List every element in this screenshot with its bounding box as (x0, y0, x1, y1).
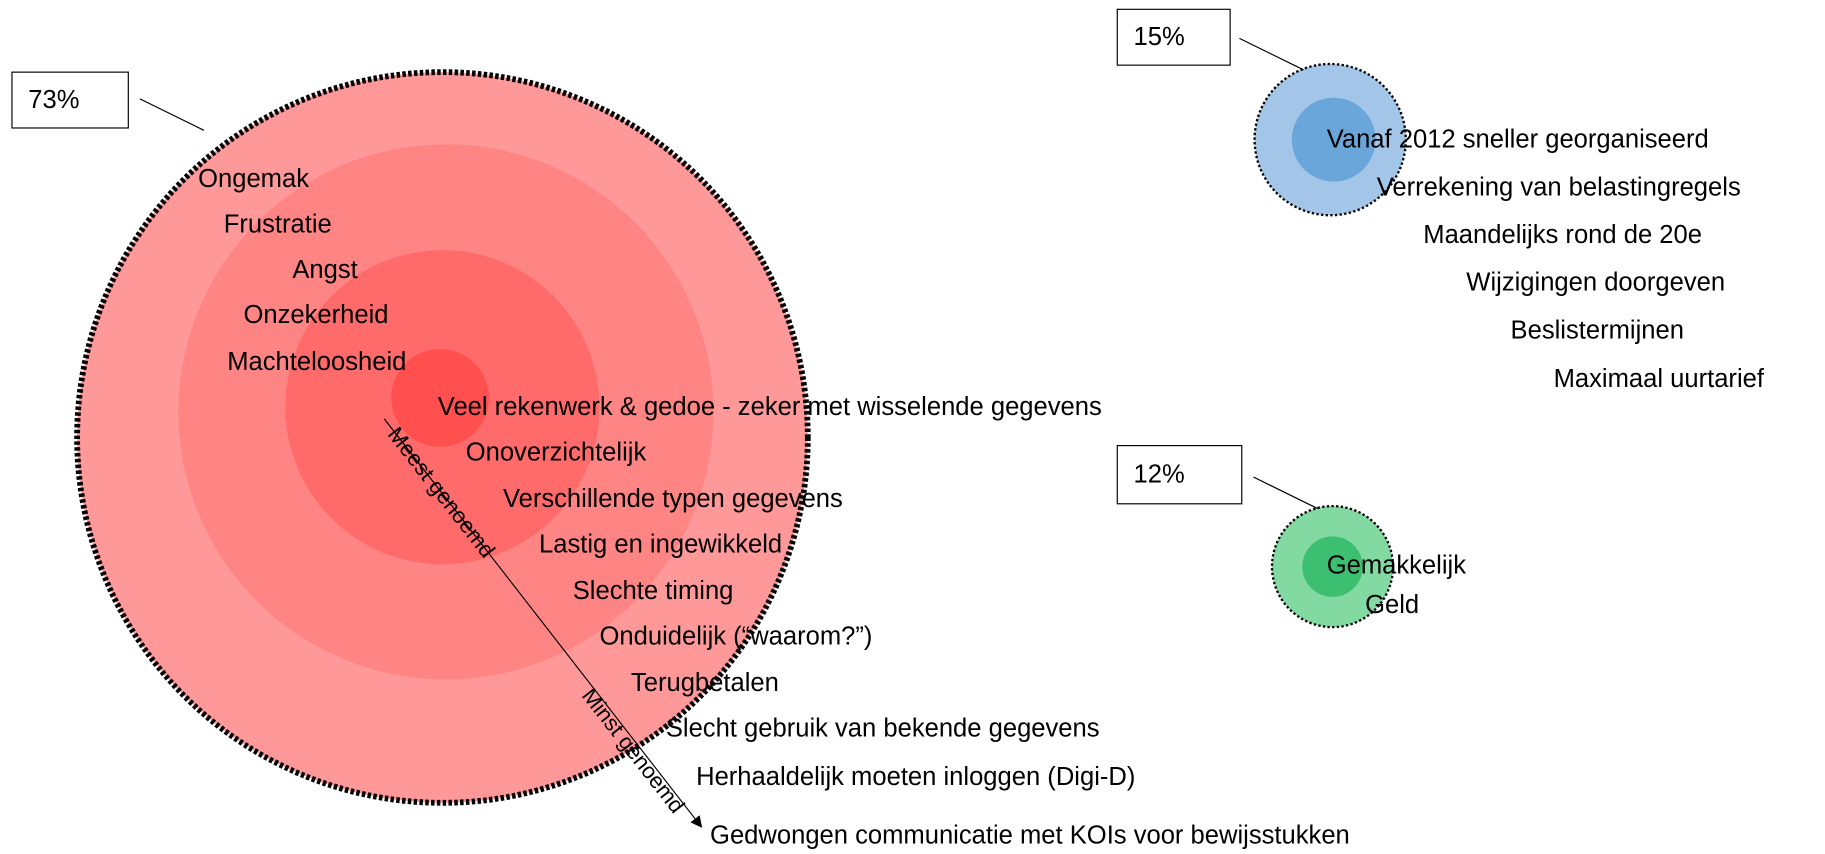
label-box (11, 71, 129, 129)
item-label: Wijzigingen doorgeven (1466, 269, 1725, 297)
circle (1291, 97, 1376, 182)
item-label: Machteloosheid (227, 348, 406, 376)
item-label: Angst (292, 256, 357, 284)
arrow (383, 418, 703, 828)
item-label: Herhaaldelijk moeten inloggen (Digi-D) (696, 763, 1135, 791)
item-label: Vanaf 2012 sneller georganiseerd (1327, 126, 1709, 154)
callout-line (139, 98, 205, 131)
item-label: Gedwongen communicatie met KOIs voor bew… (710, 821, 1350, 849)
circle (1302, 536, 1363, 597)
item-label: Slechte timing (573, 577, 734, 605)
item-label: Beslistermijnen (1511, 316, 1684, 344)
item-label: Maximaal uurtarief (1554, 365, 1765, 393)
green-circles (1270, 504, 1395, 629)
item-label: Onzekerheid (243, 301, 388, 329)
item-label: Veel rekenwerk & gedoe - zeker met wisse… (438, 393, 1102, 421)
percentage-label: 12% (1134, 461, 1185, 489)
item-label: Gemakkelijk (1327, 551, 1467, 579)
blue-circles (1253, 62, 1407, 217)
label-box (1116, 8, 1231, 66)
item-label: Terugbetalen (631, 669, 779, 697)
item-label: Lastig en ingewikkeld (539, 530, 782, 558)
item-label: Slecht gebruik van bekende gegevens (666, 714, 1100, 742)
circle (391, 349, 489, 447)
red-circles (74, 69, 811, 806)
callout-line (1239, 37, 1304, 71)
item-label: Frustratie (224, 210, 332, 238)
item-label: Verschillende typen gegevens (503, 485, 843, 513)
label-box (1116, 445, 1243, 505)
percentage-label: 15% (1134, 23, 1185, 51)
callout-line (1253, 476, 1318, 509)
item-label: Onoverzichtelijk (466, 439, 647, 467)
item-label: Verrekening van belastingregels (1377, 173, 1741, 201)
item-label: Maandelijks rond de 20e (1423, 221, 1702, 249)
item-label: Onduidelijk (“waarom?”) (600, 622, 873, 650)
percentage-label: 73% (28, 86, 79, 114)
item-label: Geld (1365, 591, 1419, 619)
item-label: Ongemak (198, 165, 309, 193)
